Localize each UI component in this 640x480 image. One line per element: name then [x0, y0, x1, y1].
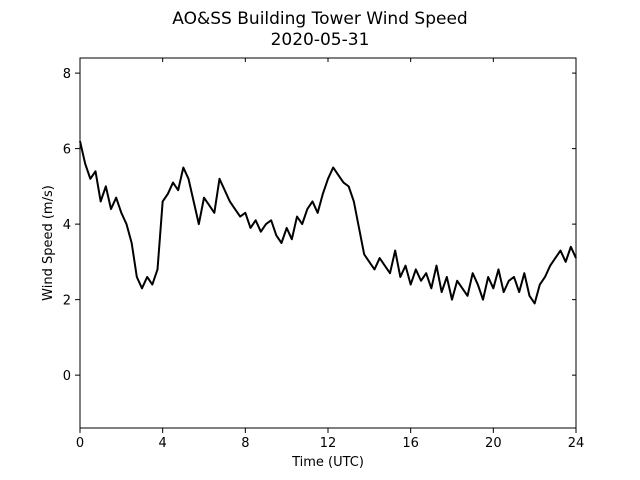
y-tick-label: 4	[63, 218, 71, 233]
x-tick-label: 12	[320, 436, 337, 451]
chart-title: AO&SS Building Tower Wind Speed	[172, 9, 467, 29]
chart-subtitle: 2020-05-31	[271, 30, 370, 50]
x-tick-label: 8	[241, 436, 249, 451]
series-line-0	[79, 140, 577, 305]
x-tick-label: 20	[485, 436, 502, 451]
y-tick-label: 2	[63, 294, 71, 309]
y-axis-label: Wind Speed (m/s)	[41, 185, 56, 301]
x-tick-label: 16	[402, 436, 419, 451]
x-axis-label: Time (UTC)	[291, 455, 364, 470]
y-tick-label: 0	[63, 369, 71, 384]
x-tick-label: 24	[568, 436, 585, 451]
plot-layer	[79, 140, 577, 305]
y-tick-label: 6	[63, 143, 71, 158]
x-tick-label: 4	[159, 436, 167, 451]
y-tick-label: 8	[63, 67, 71, 82]
y-axis: 0 2 4 6 8	[63, 67, 576, 384]
x-tick-label: 0	[76, 436, 84, 451]
x-axis: 0 4 8 12 16 20 24	[76, 58, 584, 451]
